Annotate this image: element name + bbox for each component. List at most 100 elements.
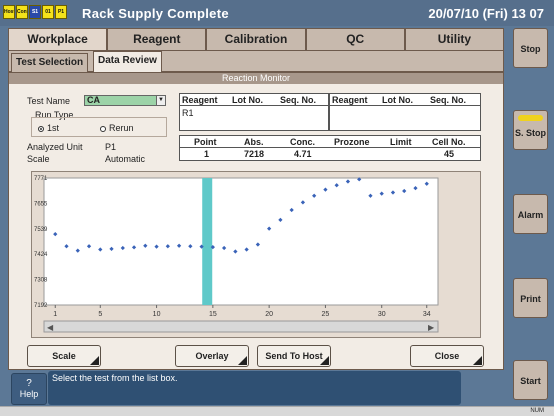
data-point <box>143 243 148 248</box>
data-point <box>176 243 182 248</box>
sub-tab-bar: Test Selection Data Review <box>8 50 504 73</box>
data-point <box>109 246 114 251</box>
help-icon: ? <box>26 378 32 389</box>
stop-label: Stop <box>520 44 541 54</box>
data-point <box>210 244 215 250</box>
help-button[interactable]: ? Help <box>11 373 47 405</box>
data-point <box>64 244 69 249</box>
datetime-display: 20/07/10 (Fri) 13 07 <box>428 6 544 21</box>
data-point <box>120 245 125 251</box>
table-row[interactable]: R1 <box>180 107 328 119</box>
abs-header: Abs. <box>244 137 264 147</box>
overlay-button[interactable]: Overlay <box>175 345 249 367</box>
test-name-value: CA <box>87 95 100 105</box>
x-tick-label: 5 <box>98 311 102 318</box>
data-point <box>53 232 58 237</box>
s-stop-button[interactable]: S. Stop <box>513 110 548 150</box>
status-icons: Host Cont S1 01 P1 <box>3 5 68 19</box>
chevron-down-icon[interactable]: ▼ <box>156 96 165 105</box>
main-tabs: Workplace Reagent Calibration QC Utility <box>8 28 505 50</box>
tab-workplace[interactable]: Workplace <box>8 28 108 50</box>
scale-value: Automatic <box>105 154 146 164</box>
tab-utility[interactable]: Utility <box>404 28 505 50</box>
scroll-left-icon: ◀ <box>47 323 54 332</box>
analyzed-unit-value: P1 <box>105 142 117 152</box>
data-point <box>188 244 193 249</box>
data-point <box>165 244 170 249</box>
table-row[interactable]: 1 7218 4.71 45 <box>180 148 480 160</box>
tab-data-review[interactable]: Data Review <box>93 51 162 73</box>
limit-header: Limit <box>390 137 412 147</box>
tab-reagent[interactable]: Reagent <box>107 28 207 50</box>
lot-no-header: Lot No. <box>382 95 413 105</box>
os-status-bar: NUM <box>0 406 554 416</box>
reagent-table-left: Reagent Lot No. Seq. No. R1 <box>179 93 329 131</box>
reagent-header: Reagent <box>182 95 218 105</box>
message-area: Select the test from the list box. <box>48 371 461 405</box>
radio-rerun[interactable]: Rerun <box>100 123 134 133</box>
top-status-bar <box>0 0 554 26</box>
point-table: Point Abs. Conc. Prozone Limit Cell No. … <box>179 135 481 161</box>
reagent-table-header: Reagent Lot No. Seq. No. <box>330 94 480 106</box>
p1-status-icon: P1 <box>55 5 67 19</box>
data-point <box>199 244 204 249</box>
reaction-monitor-panel: Reaction Monitor Test Name CA ▼ Run Type… <box>8 72 504 370</box>
conc-cell: 4.71 <box>294 149 312 159</box>
y-tick-label: 7192 <box>34 303 48 309</box>
send-to-host-button[interactable]: Send To Host <box>257 345 331 367</box>
test-name-dropdown[interactable]: CA ▼ <box>84 95 166 106</box>
x-tick-label: 30 <box>378 311 386 318</box>
tab-qc[interactable]: QC <box>305 28 405 50</box>
scale-label: Scale <box>27 154 50 164</box>
run-type-label: Run Type <box>35 110 74 120</box>
data-point <box>221 245 227 251</box>
alarm-button[interactable]: Alarm <box>513 194 548 234</box>
y-tick-label: 7655 <box>34 201 48 207</box>
tab-calibration[interactable]: Calibration <box>206 28 306 50</box>
stop-button[interactable]: Stop <box>513 28 548 68</box>
start-button[interactable]: Start <box>513 360 548 400</box>
x-tick-label: 10 <box>153 311 161 318</box>
prozone-header: Prozone <box>334 137 370 147</box>
print-label: Print <box>520 294 541 304</box>
radio-selected-icon <box>38 126 44 132</box>
run-type-group: 1st Rerun <box>31 117 167 137</box>
reaction-chart: 7192 7308 7424 7539 7655 7771 1 5 10 15 20 25 30 34 ◀ ▶ <box>31 171 481 338</box>
highlight-band <box>202 178 213 305</box>
cont-status-icon: Cont <box>16 5 28 19</box>
reagent-table-header: Reagent Lot No. Seq. No. <box>180 94 328 106</box>
point-header: Point <box>194 137 217 147</box>
host-status-icon: Host <box>3 5 15 19</box>
data-point <box>244 247 249 252</box>
panel-title: Reaction Monitor <box>9 73 503 84</box>
tab-test-selection[interactable]: Test Selection <box>11 53 89 73</box>
x-tick-label: 20 <box>265 311 273 318</box>
unit-01-status-icon: 01 <box>42 5 54 19</box>
y-tick-label: 7771 <box>34 176 48 182</box>
s1-status-icon: S1 <box>29 5 41 19</box>
reagent-table-right: Reagent Lot No. Seq. No. <box>329 93 481 131</box>
reagent-header: Reagent <box>332 95 368 105</box>
help-label: Help <box>19 389 39 399</box>
start-label: Start <box>520 376 541 386</box>
system-status-title: Rack Supply Complete <box>82 6 229 21</box>
radio-1st[interactable]: 1st <box>38 123 59 133</box>
data-point <box>233 249 238 254</box>
conc-header: Conc. <box>290 137 316 147</box>
radio-1st-label: 1st <box>47 123 60 133</box>
x-tick-label: 34 <box>423 311 431 318</box>
analyzed-unit-label: Analyzed Unit <box>27 142 83 152</box>
close-button[interactable]: Close <box>410 345 484 367</box>
abs-cell: 7218 <box>244 149 265 159</box>
scroll-right-icon: ▶ <box>428 323 435 332</box>
data-point <box>131 245 137 250</box>
lot-no-header: Lot No. <box>232 95 263 105</box>
x-tick-label: 15 <box>209 311 217 318</box>
seq-no-header: Seq. No. <box>430 95 467 105</box>
scale-button[interactable]: Scale <box>27 345 101 367</box>
reagent-cell: R1 <box>182 108 194 118</box>
radio-rerun-label: Rerun <box>109 123 134 133</box>
print-button[interactable]: Print <box>513 278 548 318</box>
chart-scrollbar <box>43 320 439 333</box>
alarm-label: Alarm <box>517 210 544 220</box>
